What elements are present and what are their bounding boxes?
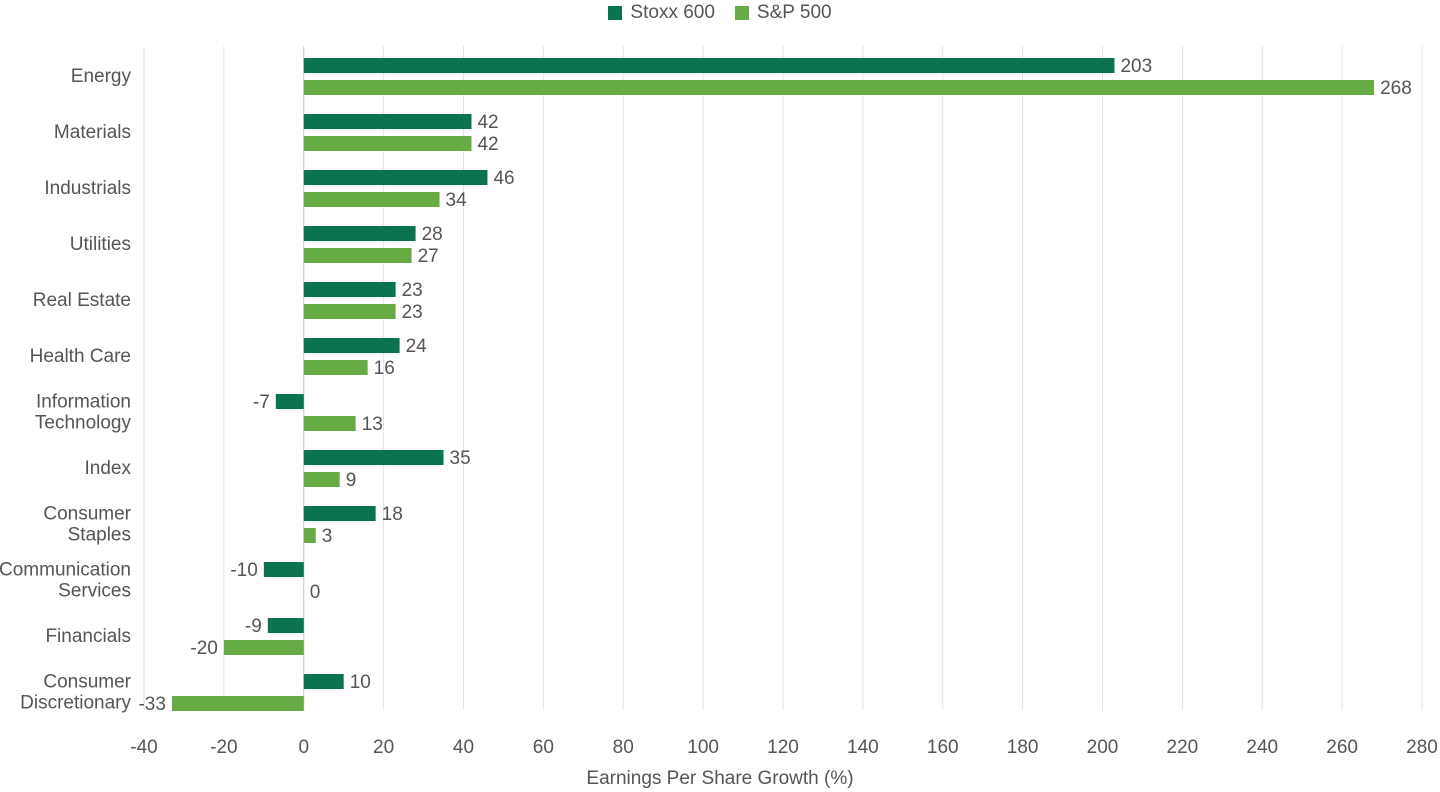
x-axis-title: Earnings Per Share Growth (%): [586, 768, 853, 789]
data-label: 42: [477, 112, 498, 133]
y-category-label: Materials: [54, 122, 131, 143]
y-category-label: Information Technology: [35, 392, 132, 434]
bar-stoxx-600: [303, 506, 376, 521]
x-tick-label: 200: [1087, 737, 1119, 758]
bar-stoxx-600: [267, 618, 304, 633]
data-label: 16: [374, 358, 395, 379]
data-label: 203: [1120, 56, 1152, 77]
data-label: -10: [230, 560, 257, 581]
bar-stoxx-600: [303, 674, 344, 689]
data-label: -33: [138, 694, 165, 715]
y-category-label: Health Care: [30, 346, 131, 367]
x-tick-label: 60: [533, 737, 554, 758]
data-label: 35: [450, 448, 471, 469]
x-tick-label: 80: [613, 737, 634, 758]
y-category-label: Utilities: [70, 234, 131, 255]
bar-stoxx-600: [303, 58, 1115, 73]
bar-stoxx-600: [303, 338, 400, 353]
x-tick-label: 260: [1326, 737, 1358, 758]
bar-sp-500: [171, 696, 304, 711]
bar-stoxx-600: [303, 170, 488, 185]
x-tick-label: 220: [1167, 737, 1199, 758]
data-label: 28: [422, 224, 443, 245]
bar-stoxx-600: [303, 450, 444, 465]
legend-swatch-stoxx-600: [608, 6, 623, 20]
bar-sp-500: [303, 136, 472, 151]
bar-stoxx-600: [303, 226, 416, 241]
bar-sp-500: [303, 80, 1375, 95]
y-category-label: Consumer Staples: [43, 504, 131, 546]
bar-sp-500: [303, 528, 316, 543]
y-category-label: Financials: [45, 626, 131, 647]
x-tick-label: 100: [687, 737, 719, 758]
data-label: 24: [406, 336, 428, 357]
bar-sp-500: [303, 472, 340, 487]
bar-sp-500: [303, 360, 368, 375]
bar-sp-500: [303, 192, 440, 207]
x-tick-label: 20: [373, 737, 394, 758]
x-tick-label: -20: [210, 737, 237, 758]
y-category-label: Consumer Discretionary: [20, 672, 132, 714]
x-tick-label: 180: [1007, 737, 1039, 758]
y-category-label: Communication Services: [0, 560, 131, 602]
y-category-label: Real Estate: [33, 290, 131, 311]
y-category-label: Industrials: [44, 178, 131, 199]
bar-sp-500: [303, 248, 412, 263]
bar-sp-500: [303, 416, 356, 431]
x-tick-label: 120: [767, 737, 799, 758]
bar-stoxx-600: [303, 114, 472, 129]
data-label: 18: [382, 504, 403, 525]
y-category-label: Energy: [71, 66, 132, 87]
data-label: -20: [190, 638, 217, 659]
data-label: 27: [418, 246, 439, 267]
x-tick-label: 160: [927, 737, 959, 758]
legend-label-sp-500: S&P 500: [756, 2, 832, 23]
legend: Stoxx 600 S&P 500: [0, 2, 1440, 24]
x-tick-label: 0: [298, 737, 309, 758]
data-label: 34: [446, 190, 468, 211]
x-tick-label: -40: [130, 737, 157, 758]
bar-sp-500: [223, 640, 304, 655]
data-label: 42: [477, 134, 498, 155]
data-label: 3: [322, 526, 333, 547]
bar-stoxx-600: [275, 394, 304, 409]
y-category-label: Index: [85, 458, 132, 479]
bar-stoxx-600: [303, 282, 396, 297]
data-label: 23: [402, 280, 423, 301]
x-tick-label: 240: [1246, 737, 1278, 758]
x-tick-label: 280: [1406, 737, 1438, 758]
data-label: 268: [1380, 78, 1412, 99]
x-tick-label: 40: [453, 737, 474, 758]
bar-stoxx-600: [263, 562, 304, 577]
legend-item-stoxx-600: Stoxx 600: [608, 2, 715, 24]
data-label: -7: [253, 392, 270, 413]
data-label: 13: [362, 414, 383, 435]
x-tick-label: 140: [847, 737, 879, 758]
legend-swatch-sp-500: [734, 6, 749, 20]
bar-sp-500: [303, 304, 396, 319]
data-label: 9: [346, 470, 357, 491]
legend-label-stoxx-600: Stoxx 600: [630, 2, 715, 23]
data-label: 10: [350, 672, 371, 693]
data-label: 23: [402, 302, 423, 323]
legend-item-sp-500: S&P 500: [734, 2, 832, 24]
data-label: 46: [493, 168, 514, 189]
data-label: -9: [245, 616, 262, 637]
data-label: 0: [310, 582, 321, 603]
